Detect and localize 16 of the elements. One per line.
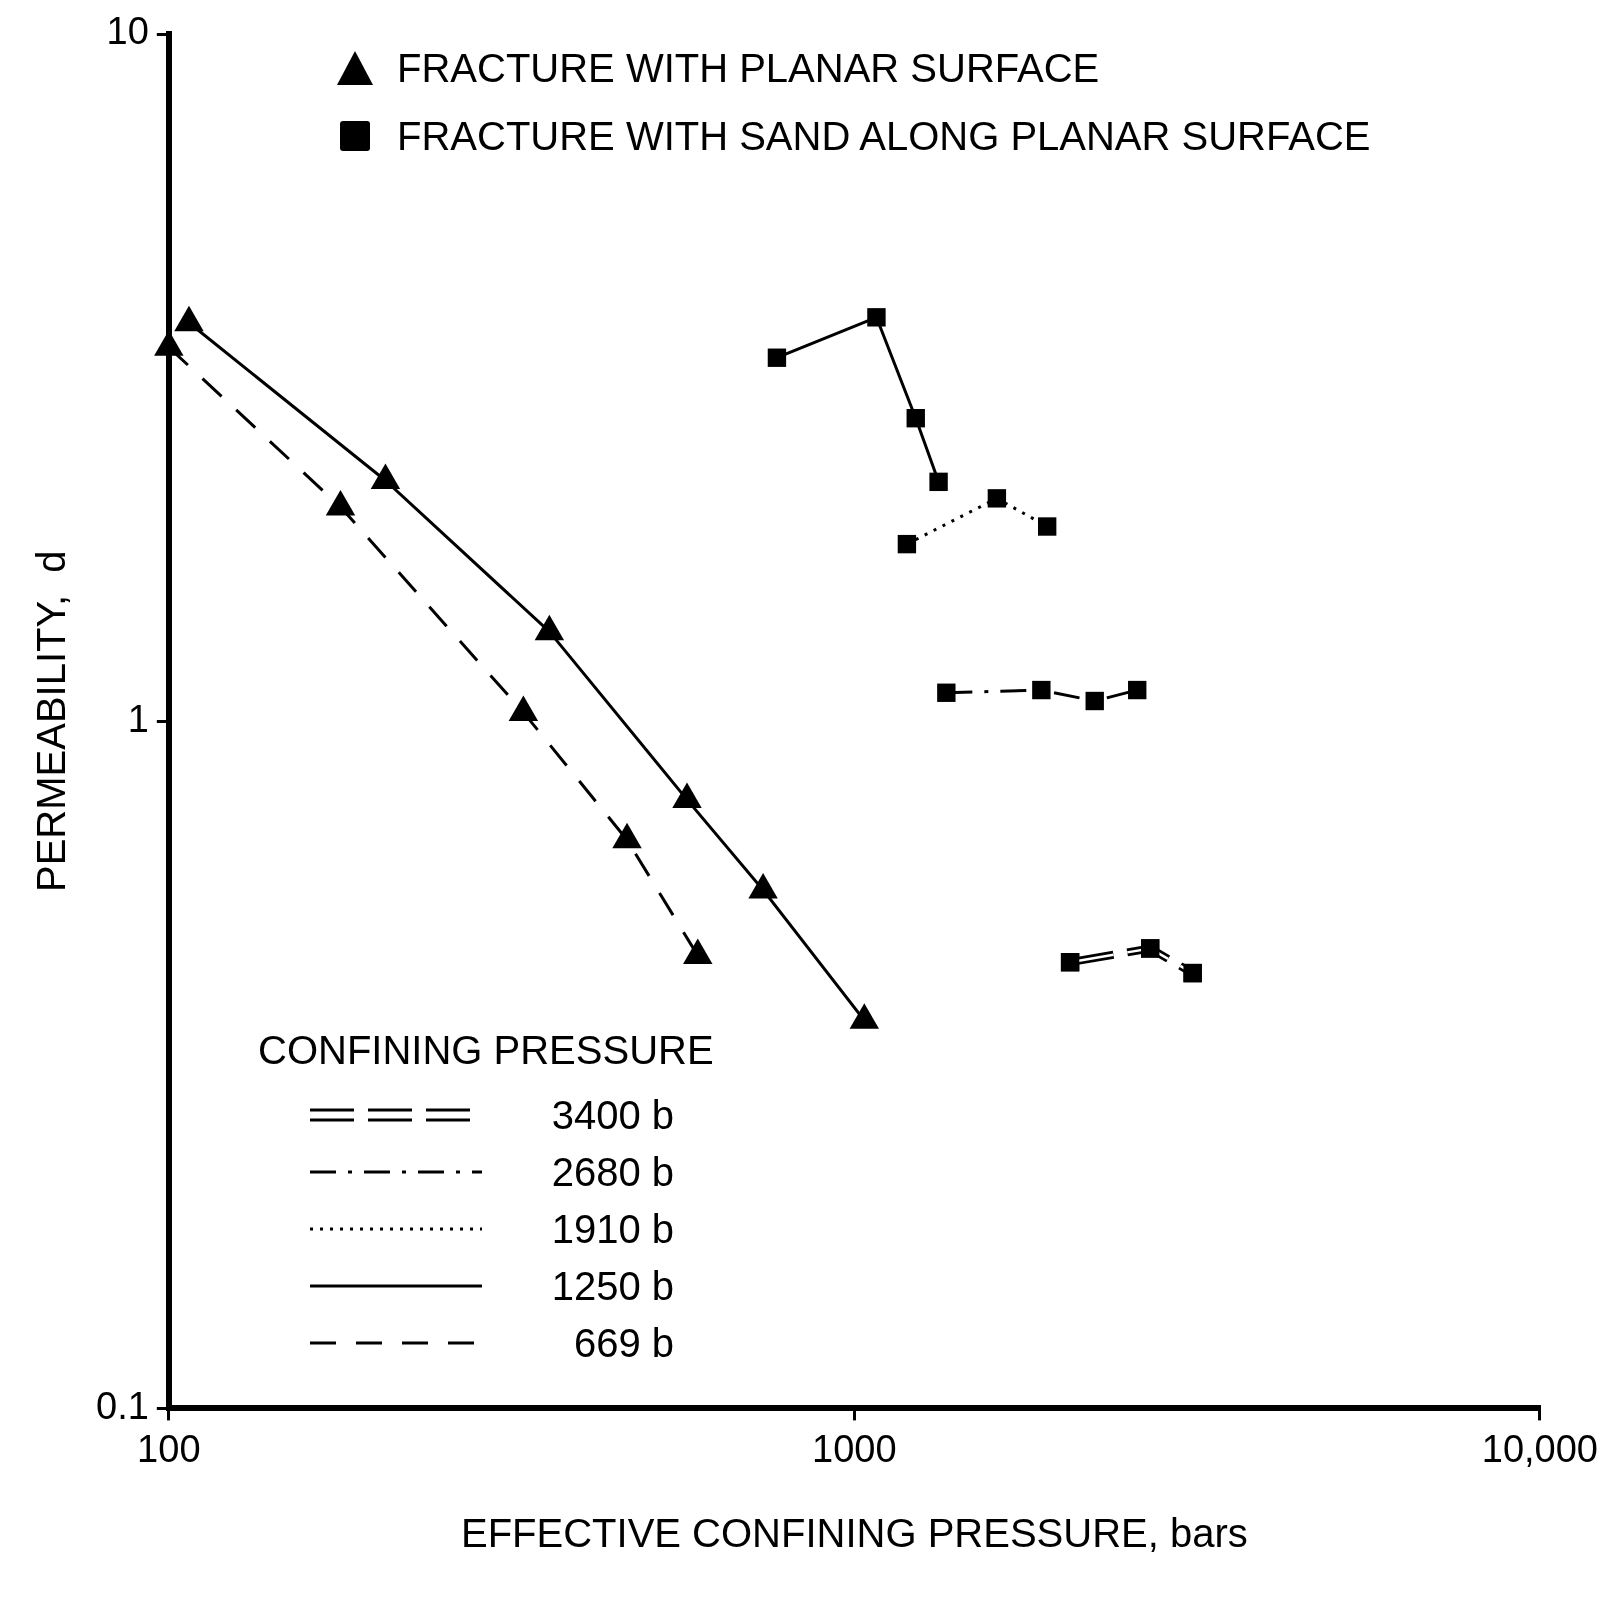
- x-tick-label: 1000: [812, 1427, 897, 1470]
- legend-label: 3400 b: [550, 1092, 674, 1137]
- y-tick-label: 0.1: [96, 1384, 149, 1427]
- legend-label: 1910 b: [550, 1206, 674, 1251]
- annotation: FRACTURE WITH SAND ALONG PLANAR SURFACE: [397, 114, 1371, 158]
- legend-label: 669 b: [572, 1320, 674, 1365]
- y-tick-label: 1: [127, 697, 149, 740]
- y-tick-label: 10: [106, 10, 149, 53]
- legend-title: CONFINING PRESSURE: [258, 1028, 714, 1072]
- legend-label: 1250 b: [550, 1263, 674, 1308]
- x-tick-label: 100: [137, 1427, 201, 1470]
- y-axis-title: PERMEABILITY, d: [29, 550, 74, 893]
- annotation: FRACTURE WITH PLANAR SURFACE: [397, 46, 1100, 90]
- x-tick-label: 10,000: [1481, 1427, 1598, 1470]
- legend-label: 2680 b: [550, 1149, 674, 1194]
- x-axis-title: EFFECTIVE CONFINING PRESSURE, bars: [460, 1511, 1248, 1556]
